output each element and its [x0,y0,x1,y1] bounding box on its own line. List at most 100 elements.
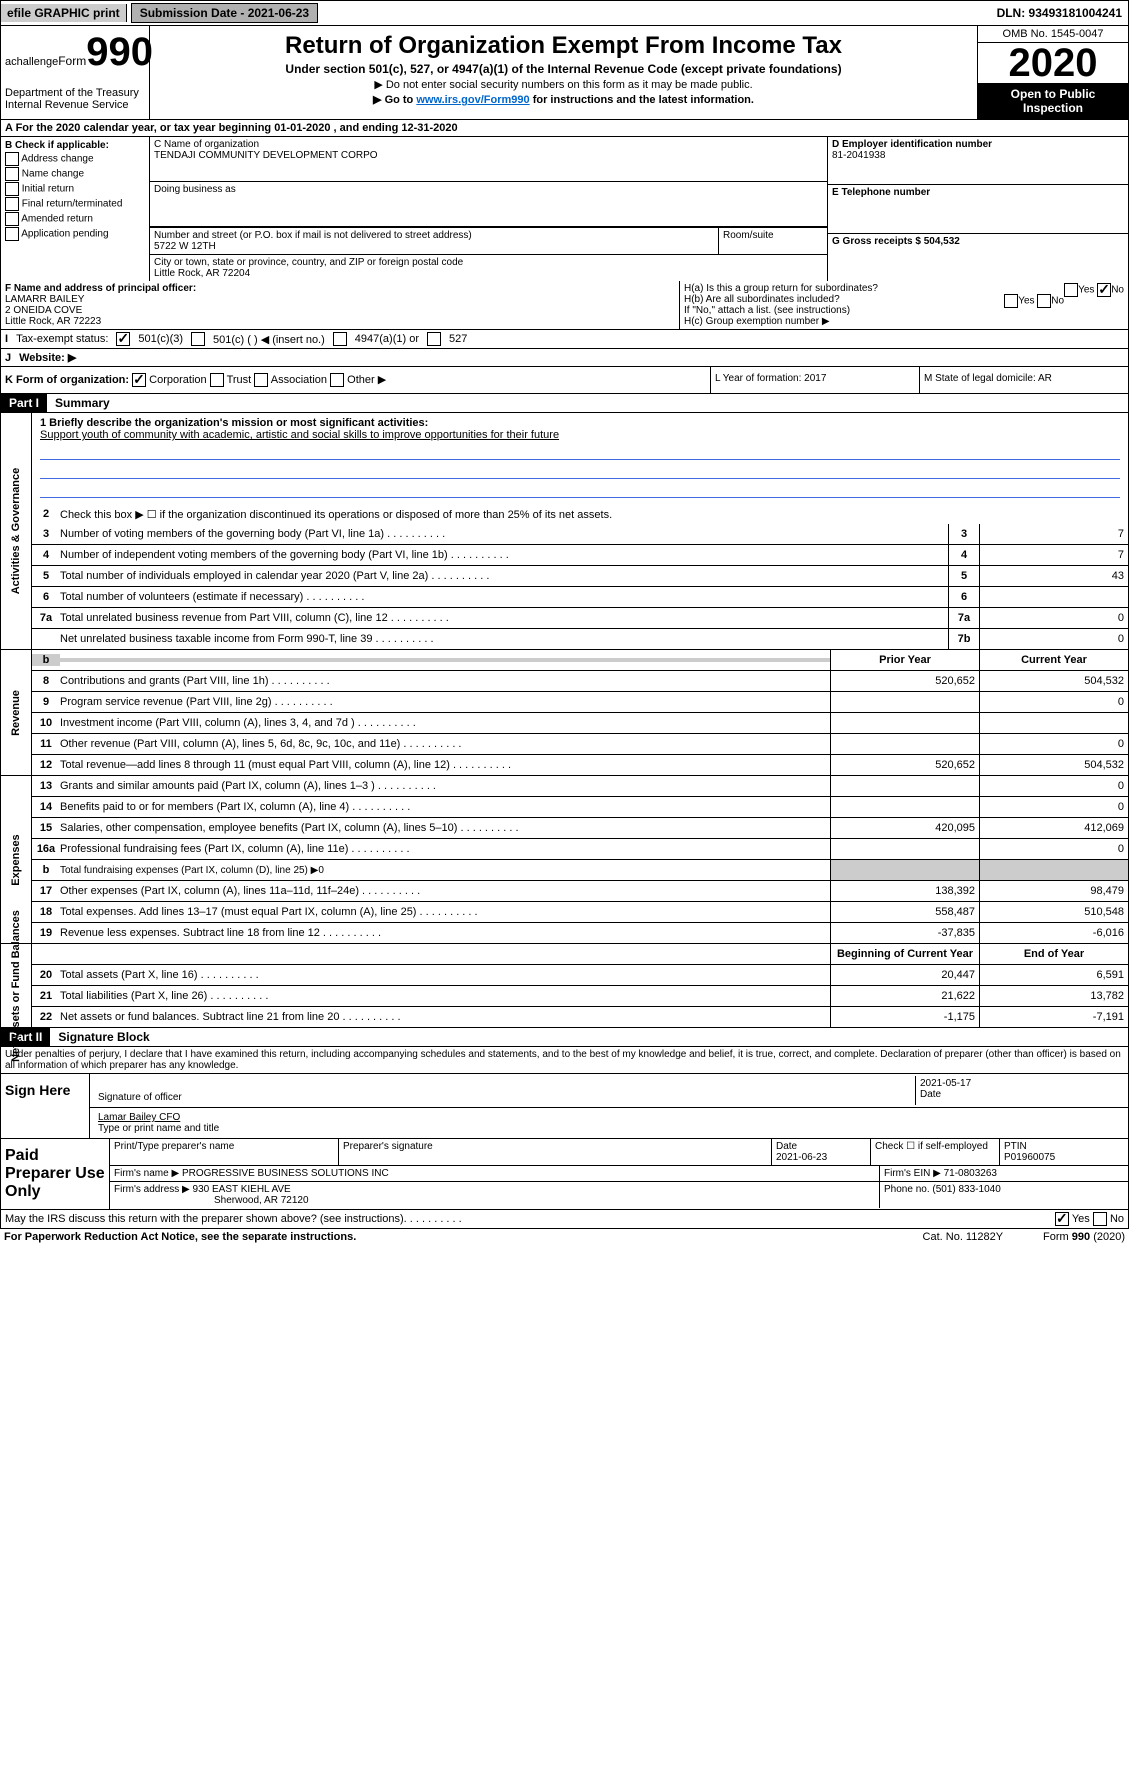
sig-date-label: Date [920,1089,1120,1100]
final-return-checkbox[interactable] [5,197,19,211]
table-row: 19Revenue less expenses. Subtract line 1… [32,923,1128,943]
501c-checkbox[interactable] [191,332,205,346]
paid-preparer-label: Paid Preparer Use Only [1,1139,110,1209]
hc-label: H(c) Group exemption number ▶ [684,316,1124,327]
org-name-label: C Name of organization [154,139,823,150]
officer-printed-name: Lamar Bailey CFO [98,1112,1120,1123]
row-a-tax-year: A For the 2020 calendar year, or tax yea… [0,120,1129,137]
other-checkbox[interactable] [330,373,344,387]
discuss-yes-checkbox[interactable] [1055,1212,1069,1226]
527-checkbox[interactable] [427,332,441,346]
ha-label: H(a) Is this a group return for subordin… [684,283,878,294]
table-row: bTotal fundraising expenses (Part IX, co… [32,860,1128,881]
false: achallengeForm990 Department of the Trea… [1,26,150,119]
address-change-checkbox[interactable] [5,152,19,166]
table-row: 15Salaries, other compensation, employee… [32,818,1128,839]
room-suite-label: Room/suite [718,228,827,254]
top-bar: efile GRAPHIC print Submission Date - 20… [0,0,1129,26]
table-row: 5Total number of individuals employed in… [32,566,1128,587]
org-name: TENDAJI COMMUNITY DEVELOPMENT CORPO [154,150,823,161]
inspection-label: Open to Public Inspection [978,83,1128,119]
4947-checkbox[interactable] [333,332,347,346]
main-title: Return of Organization Exempt From Incom… [160,32,967,60]
name-change-checkbox[interactable] [5,167,19,181]
form-word: Form [58,54,86,68]
info-grid: B Check if applicable: Address change Na… [0,137,1129,281]
part-i-badge: Part I [1,394,47,412]
ptin-value: P01960075 [1004,1152,1055,1163]
phone-label: E Telephone number [832,187,1124,198]
declaration-text: Under penalties of perjury, I declare th… [1,1047,1128,1073]
gross-receipts: G Gross receipts $ 504,532 [832,236,1124,247]
discuss-no-checkbox[interactable] [1093,1212,1107,1226]
current-year-header: Current Year [979,650,1128,670]
table-row: 16aProfessional fundraising fees (Part I… [32,839,1128,860]
table-row: 17Other expenses (Part IX, column (A), l… [32,881,1128,902]
subtitle: Under section 501(c), 527, or 4947(a)(1)… [160,62,967,76]
row-i-tax-status: I Tax-exempt status: 501(c)(3) 501(c) ( … [0,330,1129,349]
row-j-website: J Website: ▶ [0,349,1129,367]
revenue-section: Revenue b Prior Year Current Year 8Contr… [0,650,1129,776]
initial-return-checkbox[interactable] [5,182,19,196]
part-ii-badge: Part II [1,1028,50,1046]
firm-phone: Phone no. (501) 833-1040 [880,1182,1128,1208]
sig-date: 2021-05-17 [920,1078,1120,1089]
officer-addr1: 2 ONEIDA COVE [5,305,675,316]
department-label: Department of the TreasuryInternal Reven… [5,87,145,111]
netassets-section: Net Assets or Fund Balances Beginning of… [0,944,1129,1028]
hb-yes-checkbox[interactable] [1004,294,1018,308]
hb-label: H(b) Are all subordinates included? [684,294,840,305]
row-f-h: F Name and address of principal officer:… [0,281,1129,330]
application-pending-checkbox[interactable] [5,227,19,241]
sign-here-label: Sign Here [1,1074,90,1138]
street-label: Number and street (or P.O. box if mail i… [154,230,714,241]
mission-text: Support youth of community with academic… [40,429,1120,441]
amended-return-checkbox[interactable] [5,212,19,226]
preparer-date: 2021-06-23 [776,1152,827,1163]
city-value: Little Rock, AR 72204 [154,268,823,279]
efile-label[interactable]: efile GRAPHIC print [1,4,127,22]
ein-value: 81-2041938 [832,150,1124,161]
ein-label: D Employer identification number [832,139,1124,150]
assoc-checkbox[interactable] [254,373,268,387]
tax-year: 2020 [978,43,1128,83]
501c3-checkbox[interactable] [116,332,130,346]
ha-yes-checkbox[interactable] [1064,283,1078,297]
table-row: 13Grants and similar amounts paid (Part … [32,776,1128,797]
table-row: 22Net assets or fund balances. Subtract … [32,1007,1128,1027]
submission-date-button[interactable]: Submission Date - 2021-06-23 [131,3,318,23]
col-b-checkboxes: B Check if applicable: Address change Na… [1,137,150,281]
table-row: 4Number of independent voting members of… [32,545,1128,566]
corp-checkbox[interactable] [132,373,146,387]
officer-name: LAMARR BAILEY [5,294,675,305]
table-row: 14Benefits paid to or for members (Part … [32,797,1128,818]
note-goto: ▶ Go to www.irs.gov/Form990 for instruct… [160,93,967,106]
beg-year-header: Beginning of Current Year [830,944,979,964]
state-domicile: M State of legal domicile: AR [920,367,1128,393]
table-row: 11Other revenue (Part VIII, column (A), … [32,734,1128,755]
paid-preparer-section: Paid Preparer Use Only Print/Type prepar… [0,1139,1129,1210]
preparer-sig-header: Preparer's signature [339,1139,772,1165]
irs-link[interactable]: www.irs.gov/Form990 [416,94,529,106]
officer-label: F Name and address of principal officer: [5,283,675,294]
trust-checkbox[interactable] [210,373,224,387]
note-ssn: ▶ Do not enter social security numbers o… [160,78,967,91]
form-footer: Form 990 (2020) [1043,1231,1125,1243]
preparer-name-header: Print/Type preparer's name [110,1139,339,1165]
firm-name: PROGRESSIVE BUSINESS SOLUTIONS INC [182,1168,389,1179]
hb-no-checkbox[interactable] [1037,294,1051,308]
prior-year-header: Prior Year [830,650,979,670]
table-row: 21Total liabilities (Part X, line 26)21,… [32,986,1128,1007]
table-row: 18Total expenses. Add lines 13–17 (must … [32,902,1128,923]
dln-label: DLN: 93493181004241 [991,4,1128,22]
firm-ein: Firm's EIN ▶ 71-0803263 [880,1166,1128,1181]
paperwork-notice: For Paperwork Reduction Act Notice, see … [4,1231,356,1243]
expenses-label: Expenses [10,834,22,885]
part-i-header: Part I Summary [0,394,1129,413]
ha-no-checkbox[interactable] [1097,283,1111,297]
table-row: Net unrelated business taxable income fr… [32,629,1128,649]
table-row: 7aTotal unrelated business revenue from … [32,608,1128,629]
self-employed-check: Check ☐ if self-employed [871,1139,1000,1165]
year-formation: L Year of formation: 2017 [711,367,920,393]
sig-officer-label: Signature of officer [98,1092,911,1103]
